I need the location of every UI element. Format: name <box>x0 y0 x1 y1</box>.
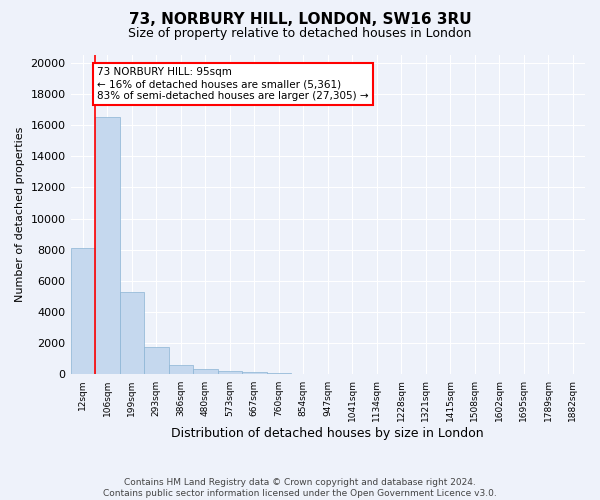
Bar <box>119 292 144 374</box>
Bar <box>144 347 169 374</box>
Text: Contains HM Land Registry data © Crown copyright and database right 2024.
Contai: Contains HM Land Registry data © Crown c… <box>103 478 497 498</box>
Bar <box>193 370 218 374</box>
Bar <box>266 373 291 374</box>
Text: Size of property relative to detached houses in London: Size of property relative to detached ho… <box>128 28 472 40</box>
Bar <box>218 372 242 374</box>
X-axis label: Distribution of detached houses by size in London: Distribution of detached houses by size … <box>172 427 484 440</box>
Bar <box>71 248 95 374</box>
Bar <box>169 365 193 374</box>
Bar <box>242 372 266 374</box>
Text: 73, NORBURY HILL, LONDON, SW16 3RU: 73, NORBURY HILL, LONDON, SW16 3RU <box>128 12 472 28</box>
Text: 73 NORBURY HILL: 95sqm
← 16% of detached houses are smaller (5,361)
83% of semi-: 73 NORBURY HILL: 95sqm ← 16% of detached… <box>97 68 368 100</box>
Y-axis label: Number of detached properties: Number of detached properties <box>15 127 25 302</box>
Bar <box>95 118 119 374</box>
